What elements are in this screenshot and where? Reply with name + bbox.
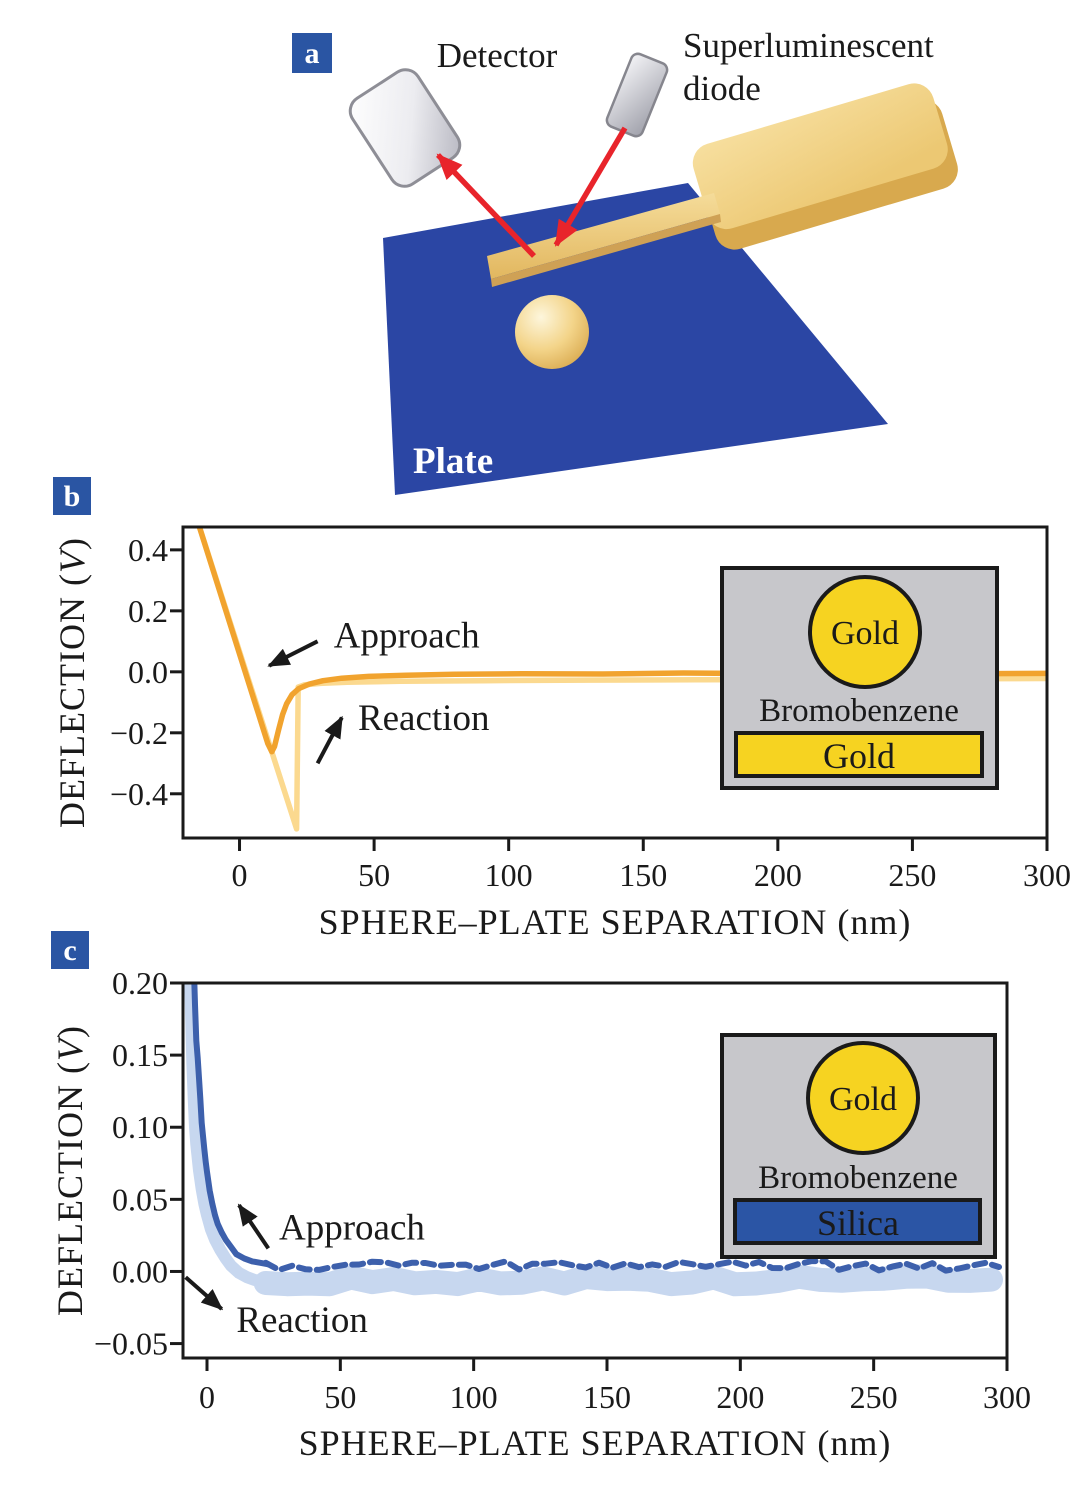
series-line-approach <box>191 983 272 1268</box>
plot-frame <box>181 525 1049 840</box>
inset-b-sphere-label: Gold <box>831 615 899 652</box>
panel-c-chart: 0 50 100 150 200 250 300 0.20 0.15 0.10 0.05 0.00 −0… <box>50 965 1031 1463</box>
annotation-arrow <box>267 639 319 668</box>
diode-label-line1: Superluminescent <box>683 26 934 65</box>
series-group <box>184 983 1003 1297</box>
y-tick-label: −0.2 <box>110 715 168 751</box>
y-tick-label: 0.15 <box>112 1037 168 1073</box>
inset-b-plate <box>734 731 984 778</box>
x-tick-label: 300 <box>983 1379 1031 1415</box>
inset-c-sphere <box>806 1041 920 1155</box>
panel-tag-b-box <box>53 477 91 515</box>
annotation-arrow <box>315 715 344 765</box>
panel-tag-c-box <box>51 931 89 969</box>
series-line-reaction <box>253 1264 1003 1297</box>
annotation-arrow <box>184 1275 224 1311</box>
y-tick-label: 0.10 <box>112 1109 168 1145</box>
y-axis-title: DEFLECTION (V) <box>50 1025 90 1316</box>
inset-c-plate <box>733 1198 982 1245</box>
annotation-text: Approach <box>279 1208 425 1249</box>
x-tick-label: 50 <box>324 1379 356 1415</box>
x-tick-label: 200 <box>716 1379 764 1415</box>
y-tick-label: 0.20 <box>112 965 168 1001</box>
y-tick-label: −0.4 <box>110 776 168 812</box>
y-tick-label: −0.05 <box>94 1326 168 1362</box>
y-axis-title: DEFLECTION (V) <box>52 537 92 828</box>
panel-tag-a-box <box>292 33 332 73</box>
x-tick-label: 300 <box>1023 857 1071 893</box>
beam-incoming-arrow <box>553 126 628 247</box>
panel-tag-c: c <box>63 934 76 967</box>
annotation-arrow <box>237 1203 270 1250</box>
inset-c-sphere-label: Gold <box>829 1081 897 1118</box>
plot-frame <box>181 981 1009 1360</box>
inset-c-plate-label: Silica <box>817 1203 899 1243</box>
inset-b-plate-label: Gold <box>823 736 895 776</box>
inset-b-sphere <box>808 575 922 689</box>
plate-label: Plate <box>413 441 493 482</box>
x-tick-label: 0 <box>232 857 248 893</box>
x-axis-title: SPHERE–PLATE SEPARATION (nm) <box>319 902 912 942</box>
panel-b-inset: Gold Bromobenzene Gold <box>720 566 999 790</box>
x-axis-title: SPHERE–PLATE SEPARATION (nm) <box>299 1423 892 1463</box>
series-line-approach <box>262 1258 1002 1274</box>
x-tick-label: 100 <box>485 857 533 893</box>
x-tick-label: 150 <box>583 1379 631 1415</box>
cantilever-beam <box>487 193 720 279</box>
x-tick-label: 250 <box>888 857 936 893</box>
y-tick-label: 0.2 <box>128 593 168 629</box>
x-tick-label: 0 <box>199 1379 215 1415</box>
diode-device <box>605 52 669 138</box>
inset-c-medium-label: Bromobenzene <box>758 1160 958 1196</box>
detector-label: Detector <box>437 36 558 75</box>
y-tick-label: 0.4 <box>128 532 168 568</box>
annotation-text: Approach <box>334 615 480 656</box>
beam-reflected-arrow <box>436 153 536 258</box>
annotation-text: Reaction <box>236 1300 368 1341</box>
panel-a: Detector Superluminescent diode Plate a <box>292 26 958 495</box>
chip-top-face <box>692 83 948 230</box>
panel-tag-b: b <box>64 480 81 513</box>
y-tick-label: 0.05 <box>112 1181 168 1217</box>
diode-label-line2: diode <box>683 69 761 108</box>
cantilever-beam-edge <box>491 214 721 287</box>
panel-tag-a: a <box>305 37 320 70</box>
gold-sphere <box>515 295 589 369</box>
x-tick-label: 50 <box>358 857 390 893</box>
detector-device <box>348 68 462 188</box>
y-tick-label: 0.00 <box>112 1253 168 1289</box>
cantilever-chip <box>692 83 958 250</box>
x-tick-label: 150 <box>619 857 667 893</box>
series-line-reaction <box>184 983 272 1288</box>
inset-b-medium-label: Bromobenzene <box>759 693 959 729</box>
panel-c-inset: Gold Bromobenzene Silica <box>720 1033 997 1259</box>
x-tick-label: 100 <box>450 1379 498 1415</box>
x-tick-label: 250 <box>850 1379 898 1415</box>
x-tick-label: 200 <box>754 857 802 893</box>
annotation-text: Reaction <box>358 698 490 739</box>
y-tick-label: 0.0 <box>128 654 168 690</box>
